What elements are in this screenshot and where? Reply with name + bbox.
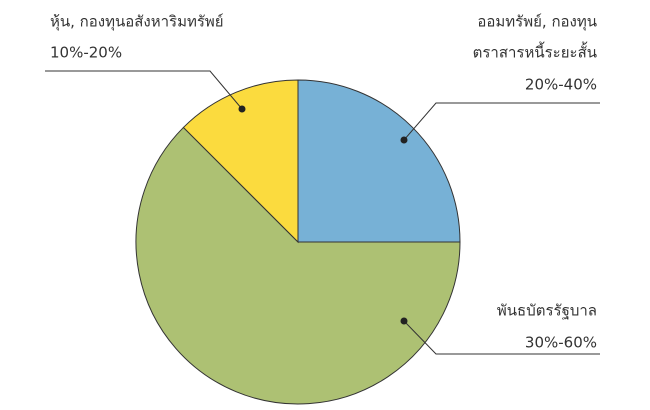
leader-line bbox=[403, 320, 600, 355]
category-label: พันธบัตรรัฐบาล bbox=[497, 302, 597, 320]
pie bbox=[135, 79, 461, 405]
category-label: ตราสารหนี้ระยะสั้น bbox=[473, 42, 597, 62]
leader-line bbox=[403, 102, 600, 141]
leader-line bbox=[45, 70, 243, 110]
range-label: 10%-20% bbox=[50, 44, 122, 62]
category-label: หุ้น, กองทุนอสังหาริมทรัพย์ bbox=[50, 13, 224, 32]
range-label: 20%-40% bbox=[525, 76, 597, 94]
leader-dot bbox=[400, 136, 408, 144]
leader-dot bbox=[238, 105, 246, 113]
category-label: ออมทรัพย์, กองทุน bbox=[477, 13, 597, 32]
pie-slice bbox=[297, 79, 461, 243]
leader-dot bbox=[400, 317, 408, 325]
range-label: 30%-60% bbox=[525, 334, 597, 352]
pie-slice bbox=[182, 79, 299, 244]
leaders bbox=[45, 70, 600, 355]
pie-slice bbox=[135, 126, 461, 405]
